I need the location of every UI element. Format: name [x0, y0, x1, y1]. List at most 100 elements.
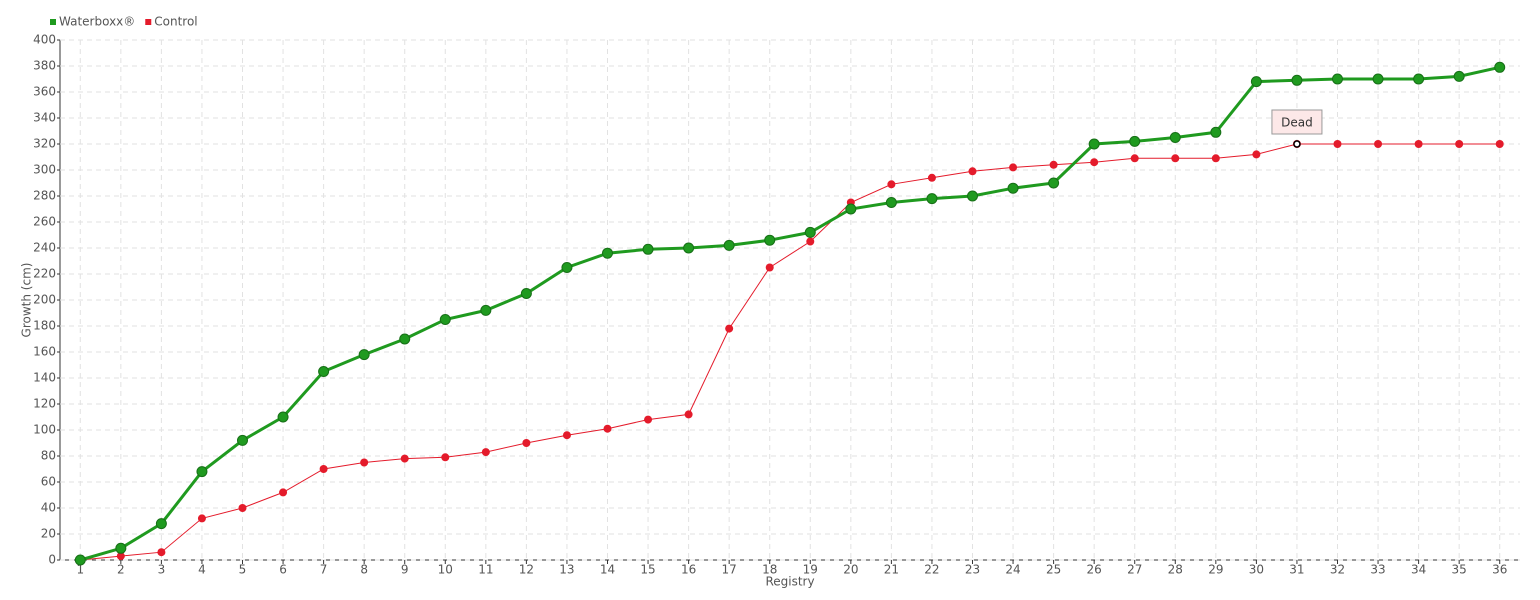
- data-point: [318, 366, 330, 377]
- x-tick-label: 11: [478, 563, 493, 577]
- data-point: [319, 465, 328, 473]
- data-point: [74, 554, 86, 566]
- data-point: [115, 542, 127, 554]
- data-point: [1372, 73, 1384, 85]
- data-point: [360, 458, 369, 467]
- x-tick-label: 7: [320, 563, 328, 577]
- data-point: [602, 247, 613, 259]
- data-point: [765, 263, 774, 272]
- y-tick-label: 140: [33, 371, 56, 385]
- data-point: [1495, 140, 1504, 148]
- data-point: [1453, 70, 1465, 82]
- legend-label: Control: [154, 15, 197, 29]
- data-point: [1494, 61, 1506, 73]
- x-tick-label: 15: [640, 563, 655, 577]
- x-tick-label: 19: [803, 563, 818, 577]
- data-point: [197, 514, 206, 523]
- series-line: [79, 65, 1501, 562]
- x-tick-label: 12: [519, 563, 534, 577]
- x-tick-label: 31: [1289, 563, 1304, 577]
- data-point: [804, 226, 816, 238]
- x-tick-label: 16: [681, 563, 696, 577]
- data-point: [764, 234, 776, 246]
- data-point: [885, 197, 897, 208]
- x-tick-label: 27: [1127, 563, 1142, 577]
- y-tick-label: 260: [33, 215, 56, 229]
- data-point: [399, 333, 411, 345]
- data-point: [238, 504, 247, 512]
- data-point: [1333, 140, 1342, 148]
- data-point: [1007, 182, 1019, 194]
- x-tick-label: 35: [1452, 563, 1467, 577]
- data-point: [1169, 132, 1181, 143]
- x-axis-label: Registry: [765, 575, 814, 589]
- data-point: [1211, 154, 1220, 163]
- y-tick-label: 20: [41, 527, 56, 541]
- y-tick-label: 0: [48, 553, 56, 567]
- y-tick-label: 160: [33, 345, 56, 359]
- data-point: [683, 242, 695, 254]
- data-point: [480, 304, 492, 316]
- x-tick-label: 17: [722, 563, 737, 577]
- data-point: [1455, 140, 1464, 148]
- series-line: [80, 143, 1500, 561]
- y-tick-label: 40: [41, 501, 56, 515]
- data-point: [1048, 177, 1060, 189]
- data-point: [1129, 135, 1141, 147]
- data-point: [1130, 154, 1139, 163]
- data-point: [684, 410, 693, 419]
- annotation-marker: [1293, 140, 1301, 148]
- x-tick-label: 2: [117, 563, 125, 577]
- data-point: [441, 453, 450, 462]
- data-point: [967, 190, 978, 202]
- data-point: [1250, 76, 1262, 88]
- data-point: [644, 415, 653, 424]
- x-tick-label: 25: [1046, 563, 1061, 577]
- x-tick-label: 32: [1330, 563, 1345, 577]
- data-point: [1414, 140, 1423, 148]
- x-tick-label: 10: [438, 563, 453, 577]
- y-tick-label: 100: [33, 423, 56, 437]
- data-point: [520, 288, 532, 299]
- data-point: [1210, 126, 1222, 138]
- y-tick-label: 180: [33, 319, 56, 333]
- data-point: [562, 431, 571, 440]
- x-tick-label: 9: [401, 563, 409, 577]
- y-tick-label: 280: [33, 189, 56, 203]
- annotation-text: Dead: [1281, 116, 1313, 130]
- data-point: [1413, 73, 1425, 85]
- data-point: [806, 237, 815, 246]
- data-point: [1171, 154, 1180, 163]
- legend-swatch: [145, 19, 152, 25]
- data-point: [887, 180, 896, 189]
- x-tick-label: 18: [762, 563, 777, 577]
- data-point: [116, 552, 125, 561]
- data-point: [1291, 74, 1303, 86]
- data-point: [279, 488, 288, 497]
- legend-swatch: [50, 19, 56, 25]
- x-tick-label: 1: [76, 563, 84, 577]
- data-point: [277, 411, 289, 423]
- x-tick-label: 5: [239, 563, 247, 577]
- y-tick-label: 240: [33, 241, 56, 255]
- data-point: [157, 548, 166, 557]
- data-point: [642, 243, 654, 255]
- data-point: [561, 262, 573, 273]
- y-tick-label: 60: [41, 475, 56, 489]
- data-point: [522, 439, 531, 447]
- data-point: [481, 448, 490, 457]
- x-tick-label: 28: [1168, 563, 1183, 577]
- y-tick-label: 220: [33, 267, 56, 281]
- y-tick-label: 320: [33, 137, 56, 151]
- legend-label: Waterboxx®: [59, 15, 135, 29]
- x-tick-label: 23: [965, 563, 980, 577]
- data-point: [845, 203, 857, 215]
- data-point: [1090, 158, 1099, 167]
- x-tick-label: 34: [1411, 563, 1426, 577]
- x-tick-label: 26: [1087, 563, 1102, 577]
- data-point: [1374, 140, 1383, 148]
- x-tick-label: 22: [924, 563, 939, 577]
- data-point: [1252, 150, 1261, 159]
- data-point: [439, 314, 451, 325]
